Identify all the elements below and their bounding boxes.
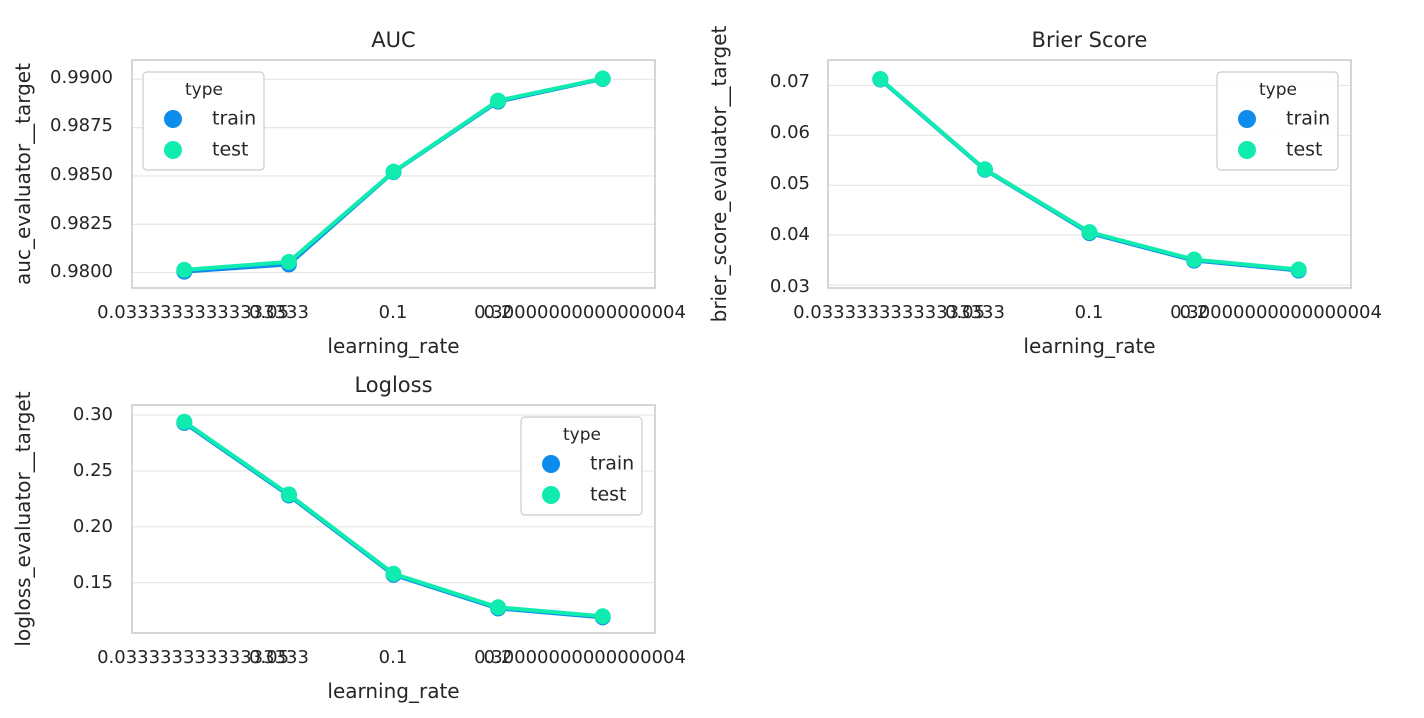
chart-panel-2: 0.030.040.050.060.070.033333333333333330… [707, 25, 1382, 358]
y-tick-label: 0.9800 [50, 261, 113, 282]
x-tick-label: 0.1 [1075, 302, 1104, 323]
x-tick-label: 0.1 [379, 647, 408, 668]
x-tick-label: 0.1 [379, 302, 408, 323]
legend-marker-test [542, 486, 560, 504]
legend: type train test [142, 71, 265, 171]
legend: type train test [1216, 71, 1339, 171]
x-axis-label: learning_rate [327, 334, 459, 358]
legend-label-test: test [212, 139, 249, 161]
y-tick-label: 0.05 [770, 173, 810, 194]
x-tick-label: 0.2 [484, 647, 513, 668]
y-tick-label: 0.9850 [50, 164, 113, 185]
chart-panel-1: 0.9800 0.9825 0.9850 0.9875 0.9900 0.03333333… [11, 28, 686, 358]
legend-label-train: train [590, 453, 634, 475]
legend-title: type [563, 425, 601, 445]
legend-label-train: train [212, 108, 256, 130]
y-tick-label: 0.25 [73, 460, 113, 481]
x-axis-label: learning_rate [1023, 334, 1155, 358]
legend-marker-test [1238, 141, 1256, 159]
legend-marker-train [542, 455, 560, 473]
legend-label-test: test [1286, 139, 1323, 161]
y-tick-label: 0.9825 [50, 213, 113, 234]
x-tick-label: 0.03333333333333333 [97, 647, 309, 668]
legend-marker-train [164, 110, 182, 128]
x-tick-label: 0.03333333333333333 [97, 302, 309, 323]
axes-frame [131, 59, 656, 289]
legend: type train test [520, 416, 643, 516]
chart-title: Brier Score [1032, 28, 1148, 52]
data-point-test [490, 92, 507, 109]
data-point-test [1186, 251, 1203, 268]
legend-label-test: test [590, 484, 627, 506]
data-point-test [176, 413, 193, 430]
x-tick-label: 0.03333333333333333 [793, 302, 1005, 323]
y-tick-label: 0.07 [770, 71, 810, 92]
x-tick-label: 0.30000000000000004 [1170, 302, 1382, 323]
data-point-test [490, 599, 507, 616]
legend-label-train: train [1286, 108, 1330, 130]
x-tick-label: 0.30000000000000004 [474, 302, 686, 323]
y-tick-label: 0.03 [770, 276, 810, 297]
legend-marker-train [1238, 110, 1256, 128]
y-tick-label: 0.04 [770, 224, 810, 245]
y-tick-label: 0.9875 [50, 115, 113, 136]
data-point-test [872, 70, 889, 87]
y-tick-label: 0.06 [770, 122, 810, 143]
x-tick-label: 0.2 [1180, 302, 1209, 323]
data-point-test [176, 261, 193, 278]
x-tick-label: 0.05 [249, 647, 289, 668]
data-point-test [594, 70, 611, 87]
legend-title: type [1259, 80, 1297, 100]
data-point-test [594, 608, 611, 625]
x-tick-label: 0.2 [484, 302, 513, 323]
legend-title: type [185, 80, 223, 100]
chart-title: Logloss [354, 373, 432, 397]
data-point-test [280, 253, 297, 270]
data-point-test [385, 565, 402, 582]
chart-title: AUC [371, 28, 415, 52]
x-tick-label: 0.05 [945, 302, 985, 323]
y-axis-label: logloss_evaluator__target [11, 391, 35, 646]
x-axis-label: learning_rate [327, 679, 459, 703]
y-tick-label: 0.20 [73, 516, 113, 537]
data-point-test [1290, 261, 1307, 278]
y-tick-label: 0.9900 [50, 67, 113, 88]
y-tick-label: 0.30 [73, 404, 113, 425]
legend-marker-test [164, 141, 182, 159]
data-point-test [976, 161, 993, 178]
x-tick-label: 0.05 [249, 302, 289, 323]
axes-frame [827, 59, 1352, 289]
data-point-test [385, 163, 402, 180]
axes-frame [131, 404, 656, 634]
data-point-test [280, 486, 297, 503]
y-axis-label: auc_evaluator__target [11, 63, 35, 285]
y-axis-label: brier_score_evaluator__target [707, 25, 731, 322]
x-tick-label: 0.30000000000000004 [474, 647, 686, 668]
data-point-test [1081, 224, 1098, 241]
y-tick-label: 0.15 [73, 572, 113, 593]
